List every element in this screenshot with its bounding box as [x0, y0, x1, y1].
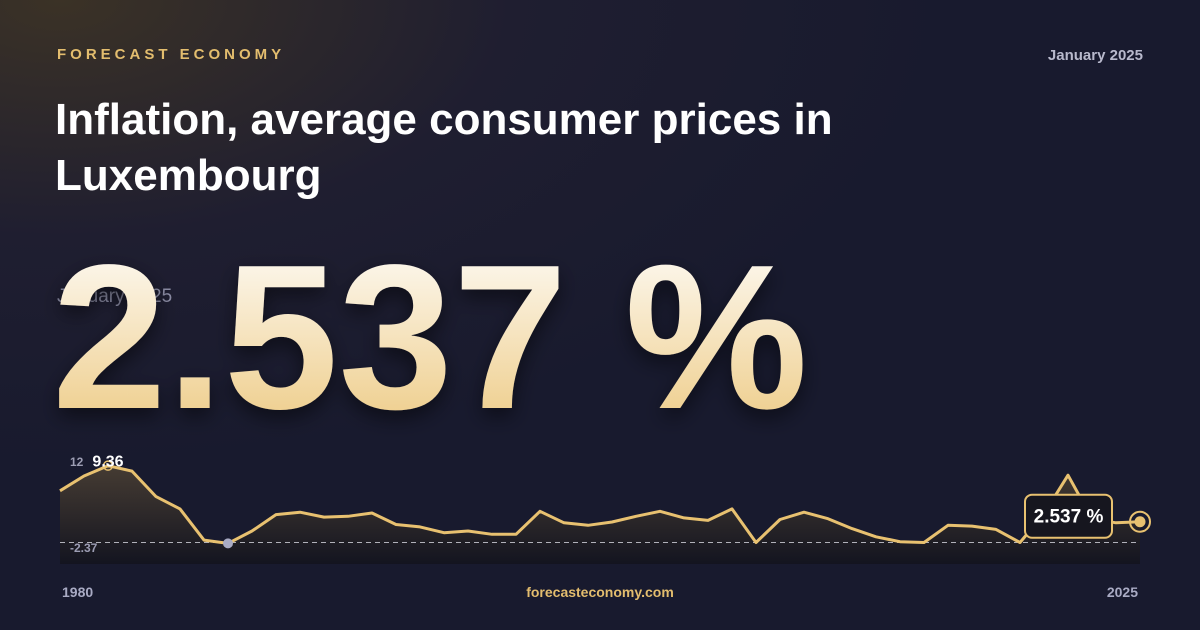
title-box: Inflation, average consumer prices in Lu… — [55, 95, 833, 200]
y-min-label: -2.37 — [70, 541, 98, 555]
x-end-label: 2025 — [1107, 584, 1138, 600]
max-marker — [102, 460, 114, 471]
latest-marker — [1134, 516, 1146, 528]
area — [60, 465, 1140, 564]
x-start-label: 1980 — [62, 584, 93, 600]
footer: forecasteconomy.com — [526, 584, 674, 600]
value-date: January 2025 — [57, 286, 172, 307]
date: January 2025 — [1048, 47, 1143, 64]
latest-label: 2.537 % — [1034, 507, 1104, 528]
min-marker — [223, 538, 233, 549]
headline-value: 2.537 % — [52, 222, 808, 452]
latest-ring — [1129, 510, 1151, 533]
brand: FORECAST ECONOMY — [57, 46, 285, 63]
latest-badge — [1024, 493, 1113, 539]
chart: 9.36 2.537 % 12 -2.37 1980 2025 — [59, 454, 1151, 600]
y-max-label: 12 — [70, 455, 84, 469]
line — [59, 464, 1141, 545]
max-label: 9.36 — [92, 454, 123, 471]
title: Inflation, average consumer prices in Lu… — [55, 95, 833, 200]
